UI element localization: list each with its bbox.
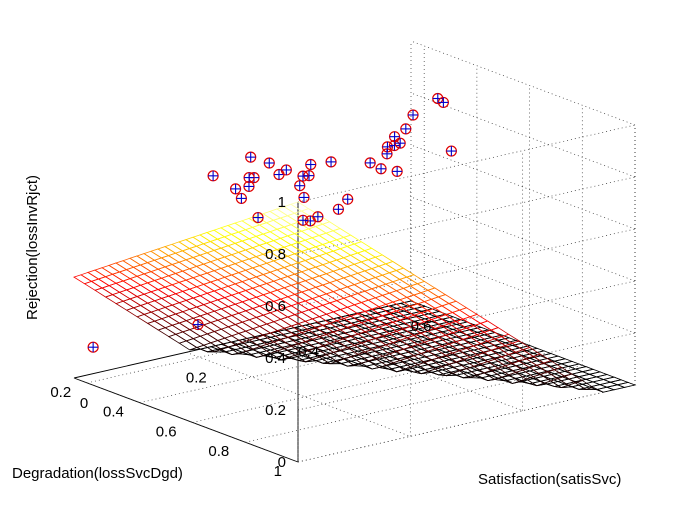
data-point bbox=[298, 191, 310, 204]
grid-line bbox=[410, 92, 636, 178]
data-point bbox=[445, 145, 457, 157]
z-tick-label: 0.6 bbox=[265, 298, 286, 315]
z-axis-label: Rejection(lossInvRjct) bbox=[24, 175, 41, 320]
y-tick-label: 0.8 bbox=[208, 443, 229, 460]
y-tick-label: 0.4 bbox=[103, 404, 124, 421]
data-point bbox=[400, 123, 412, 135]
grid-line bbox=[139, 325, 477, 404]
data-point bbox=[394, 137, 406, 149]
data-point bbox=[325, 156, 337, 168]
x-tick-label: 0.4 bbox=[298, 344, 319, 361]
z-tick-label: 0.4 bbox=[265, 350, 286, 367]
x-tick-label: 0 bbox=[80, 395, 88, 412]
surface-mesh bbox=[73, 201, 637, 393]
x-tick-label: 0.2 bbox=[186, 369, 207, 386]
z-tick-label: 0.8 bbox=[265, 246, 286, 263]
grid-line bbox=[297, 124, 636, 203]
grid-line bbox=[410, 144, 636, 230]
data-point bbox=[294, 180, 306, 192]
data-point bbox=[245, 151, 257, 163]
x-axis-label: Satisfaction(satisSvc) bbox=[478, 471, 621, 488]
data-point bbox=[364, 157, 376, 169]
data-point bbox=[273, 168, 285, 181]
grid-line bbox=[245, 364, 583, 443]
surface-cell bbox=[290, 201, 310, 212]
data-point bbox=[229, 183, 242, 195]
data-point bbox=[87, 341, 99, 353]
data-point bbox=[297, 170, 309, 182]
y-tick-label: 1 bbox=[274, 463, 282, 480]
axis-labels: Rejection(lossInvRjct) Degradation(lossS… bbox=[12, 175, 621, 488]
data-point bbox=[388, 131, 401, 143]
grid-line bbox=[297, 228, 636, 307]
grid-line bbox=[297, 384, 636, 463]
z-tick-label: 0 bbox=[278, 454, 286, 471]
grid-line bbox=[297, 332, 636, 411]
data-point bbox=[391, 165, 403, 177]
grid-line bbox=[410, 40, 636, 126]
data-point bbox=[437, 96, 449, 109]
data-point bbox=[280, 164, 292, 176]
data-point bbox=[297, 214, 309, 226]
data-point bbox=[332, 203, 345, 215]
data-point bbox=[235, 192, 248, 205]
data-point bbox=[407, 109, 419, 121]
data-point bbox=[305, 158, 317, 171]
data-point bbox=[263, 157, 275, 169]
data-point bbox=[375, 163, 387, 175]
data-point bbox=[432, 92, 444, 105]
data-point bbox=[192, 318, 204, 331]
data-point bbox=[381, 148, 393, 160]
data-point bbox=[342, 193, 354, 205]
y-axis-line bbox=[73, 377, 299, 463]
y-tick-label: 0.6 bbox=[156, 423, 177, 440]
y-tick-label: 0.2 bbox=[50, 384, 71, 401]
z-tick-label: 0.2 bbox=[265, 402, 286, 419]
y-axis-label: Degradation(lossSvcDgd) bbox=[12, 465, 183, 482]
data-point bbox=[207, 170, 219, 182]
z-tick-label: 1 bbox=[278, 194, 286, 211]
x-tick-label: 0.6 bbox=[411, 318, 432, 335]
data-point bbox=[252, 211, 264, 224]
scatter-points bbox=[87, 92, 457, 353]
grid-line bbox=[410, 196, 636, 282]
data-point bbox=[243, 171, 255, 184]
grid-line bbox=[297, 280, 636, 359]
data-point bbox=[312, 211, 324, 223]
grid-line bbox=[297, 176, 636, 255]
